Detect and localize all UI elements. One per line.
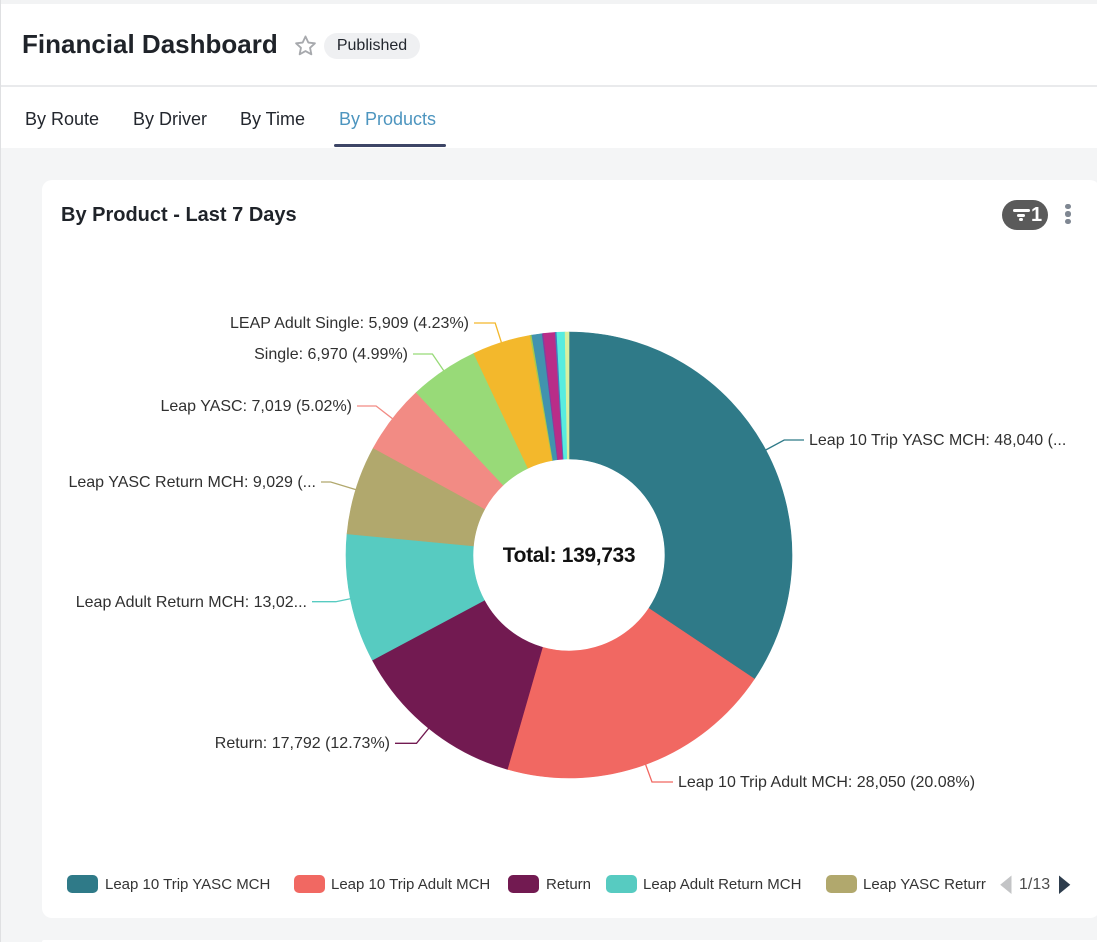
svg-text:Leap Adult Return MCH: 13,02..: Leap Adult Return MCH: 13,02... [76, 594, 307, 611]
svg-text:1/13: 1/13 [1019, 876, 1050, 893]
svg-text:Leap YASC Return MCH: 9,029 (.: Leap YASC Return MCH: 9,029 (... [68, 474, 316, 491]
svg-text:Leap 10 Trip Adult MCH: 28,050: Leap 10 Trip Adult MCH: 28,050 (20.08%) [678, 774, 975, 791]
svg-text:Return: 17,792 (12.73%): Return: 17,792 (12.73%) [215, 735, 390, 752]
svg-text:Leap 10 Trip YASC MCH: 48,040: Leap 10 Trip YASC MCH: 48,040 (... [809, 432, 1066, 449]
svg-text:Leap YASC: 7,019 (5.02%): Leap YASC: 7,019 (5.02%) [160, 398, 352, 415]
svg-text:LEAP Adult Single: 5,909 (4.23: LEAP Adult Single: 5,909 (4.23%) [230, 315, 469, 332]
svg-text:Single: 6,970 (4.99%): Single: 6,970 (4.99%) [254, 346, 408, 363]
